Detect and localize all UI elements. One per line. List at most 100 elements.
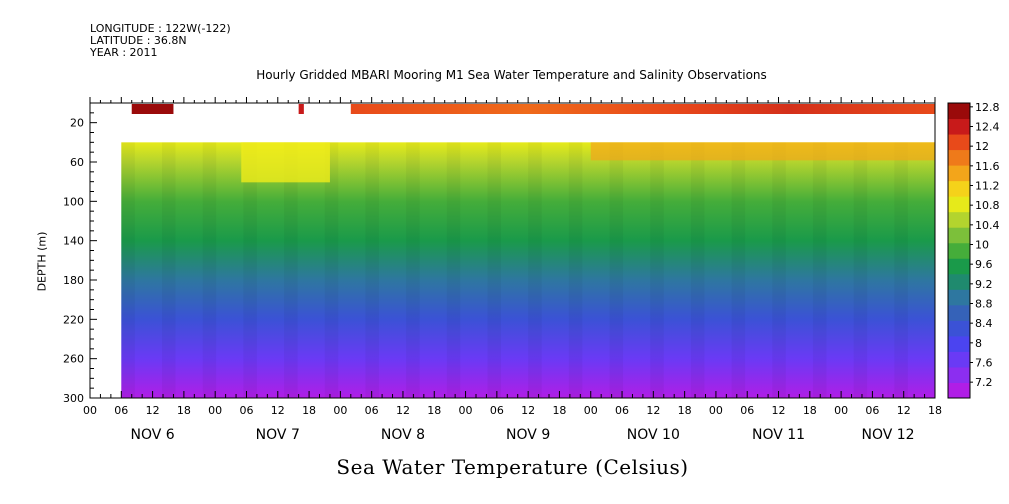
- colorbar-swatch: [948, 382, 970, 399]
- x-hour-label: 00: [834, 404, 848, 417]
- latitude-text: LATITUDE : 36.8N: [90, 34, 187, 47]
- colorbar-swatch: [948, 366, 970, 383]
- x-hour-label: 12: [146, 404, 160, 417]
- texture-band: [202, 142, 217, 398]
- year-text: YEAR : 2011: [90, 46, 158, 59]
- x-axis: 00 06 12 18 00 06 12 18 00 06 12 18 00 06 12 18 00 06 12 18…: [83, 97, 942, 443]
- colorbar-label: 9.6: [975, 258, 993, 271]
- colorbar-label: 8: [975, 337, 982, 350]
- texture-band: [894, 142, 908, 398]
- colorbar: 7.2 7.6 8 8.4 8.8 9.2 9.6 10 10.4 10.8 11.2 11.6 12 1…: [947, 101, 1000, 399]
- texture-band: [406, 142, 420, 398]
- colorbar-swatch: [948, 335, 970, 352]
- colorbar-swatch: [948, 165, 970, 182]
- colorbar-label: 10.8: [975, 199, 1000, 212]
- colorbar-label: 12.4: [975, 121, 1000, 134]
- chart-subtitle: Sea Water Temperature (Celsius): [336, 455, 689, 479]
- colorbar-label: 7.6: [975, 357, 993, 370]
- colorbar-label: 10: [975, 239, 989, 252]
- texture-band: [365, 142, 379, 398]
- colorbar-swatch: [948, 134, 970, 151]
- colorbar-label: 10.4: [975, 219, 1000, 232]
- colorbar-swatch: [948, 103, 970, 120]
- x-hour-label: 18: [928, 404, 942, 417]
- x-hour-label: 06: [239, 404, 253, 417]
- y-tick-label: 180: [63, 274, 84, 287]
- x-hour-label: 12: [646, 404, 660, 417]
- y-tick-label: 20: [70, 117, 84, 130]
- temperature-field: [121, 142, 936, 398]
- x-hour-label: 00: [208, 404, 222, 417]
- colorbar-swatch: [948, 227, 970, 244]
- colorbar-swatch: [948, 211, 970, 228]
- x-day-label: NOV 10: [627, 427, 680, 443]
- colorbar-label: 9.2: [975, 278, 993, 291]
- colorbar-label: 7.2: [975, 376, 993, 389]
- texture-band: [568, 142, 583, 398]
- x-day-label: NOV 7: [256, 427, 300, 443]
- warm-surface-layer: [590, 142, 935, 161]
- x-hour-label: 06: [114, 404, 128, 417]
- upwelling-region: [241, 142, 330, 183]
- x-hour-label: 12: [396, 404, 410, 417]
- colorbar-swatch: [948, 196, 970, 213]
- x-hour-label: 12: [271, 404, 285, 417]
- surface-segment: [350, 104, 935, 114]
- x-day-label: NOV 9: [506, 427, 550, 443]
- x-hour-label: 06: [365, 404, 379, 417]
- colorbar-label: 12: [975, 140, 989, 153]
- colorbar-swatch: [948, 242, 970, 259]
- colorbar-label: 8.4: [975, 317, 993, 330]
- x-day-label: NOV 8: [381, 427, 425, 443]
- x-hour-label: 18: [552, 404, 566, 417]
- texture-band: [528, 142, 542, 398]
- y-tick-label: 60: [70, 156, 84, 169]
- texture-band: [731, 142, 746, 398]
- colorbar-swatch: [948, 180, 970, 197]
- colorbar-label: 11.6: [975, 160, 1000, 173]
- texture-band: [284, 142, 298, 398]
- metadata-block: LONGITUDE : 122W(-122) LATITUDE : 36.8N …: [90, 23, 231, 59]
- texture-band: [487, 142, 502, 398]
- x-hour-label: 12: [897, 404, 911, 417]
- chart-title: Hourly Gridded MBARI Mooring M1 Sea Wate…: [256, 68, 767, 82]
- x-hour-label: 00: [459, 404, 473, 417]
- surface-band: [131, 104, 935, 114]
- x-hour-label: 00: [709, 404, 723, 417]
- colorbar-label: 8.8: [975, 298, 993, 311]
- x-hour-label: 18: [302, 404, 316, 417]
- plot-area: [121, 142, 936, 398]
- surface-segment: [298, 104, 304, 114]
- surface-segment: [131, 104, 174, 114]
- colorbar-swatch: [948, 320, 970, 337]
- x-hour-label: 12: [772, 404, 786, 417]
- colorbar-label: 12.8: [975, 101, 1000, 114]
- colorbar-swatch: [948, 149, 970, 166]
- x-hour-label: 00: [83, 404, 97, 417]
- texture-band: [853, 142, 868, 398]
- x-hour-label: 18: [803, 404, 817, 417]
- texture-band: [690, 142, 705, 398]
- colorbar-label: 11.2: [975, 180, 1000, 193]
- x-hour-label: 18: [177, 404, 191, 417]
- y-tick-label: 140: [63, 235, 84, 248]
- x-hour-label: 06: [490, 404, 504, 417]
- colorbar-swatch: [948, 289, 970, 306]
- texture-band: [324, 142, 339, 398]
- x-hour-label: 06: [865, 404, 879, 417]
- colorbar-swatch: [948, 304, 970, 321]
- x-day-label: NOV 12: [862, 427, 915, 443]
- texture-band: [650, 142, 664, 398]
- colorbar-swatch: [948, 118, 970, 135]
- x-hour-label: 00: [333, 404, 347, 417]
- y-axis: 20 60 100 140 180 220 260 300: [63, 112, 97, 405]
- colorbar-swatch: [948, 351, 970, 368]
- y-tick-label: 220: [63, 313, 84, 326]
- texture-band: [121, 142, 135, 398]
- x-hour-label: 18: [427, 404, 441, 417]
- y-tick-label: 260: [63, 353, 84, 366]
- texture-band: [446, 142, 461, 398]
- texture-band: [243, 142, 257, 398]
- x-hour-label: 12: [521, 404, 535, 417]
